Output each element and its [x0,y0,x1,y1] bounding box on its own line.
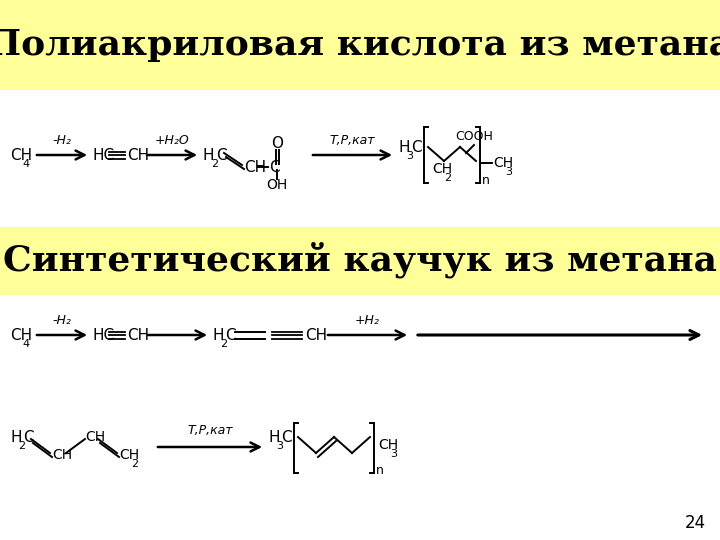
Text: C: C [23,429,34,444]
Text: 4: 4 [22,159,29,169]
Text: H: H [212,327,223,342]
Bar [0,0,720,90]
Text: Полиакриловая кислота из метана: Полиакриловая кислота из метана [0,28,720,62]
Text: 2: 2 [444,173,451,183]
Text: CH: CH [85,430,105,444]
Text: C: C [225,327,235,342]
Text: CH: CH [10,327,32,342]
Text: 2: 2 [211,159,218,169]
Text: 24: 24 [685,514,706,532]
Text: OH: OH [266,178,287,192]
Text: CH: CH [127,327,149,342]
Text: H: H [203,147,215,163]
Text: 2: 2 [220,339,227,349]
Text: -H₂: -H₂ [53,314,71,327]
Text: n: n [482,174,490,187]
Text: C: C [411,139,422,154]
Text: COOH: COOH [455,131,493,144]
Text: O: O [271,137,283,152]
Text: CH: CH [119,448,139,462]
Bar [0,227,720,295]
Text: n: n [376,464,384,477]
Text: -H₂: -H₂ [53,134,71,147]
Text: 3: 3 [505,167,512,177]
Text: CH: CH [305,327,327,342]
Text: CH: CH [244,159,266,174]
Text: 3: 3 [406,151,413,161]
Text: 2: 2 [18,441,25,451]
Text: +H₂: +H₂ [355,314,380,327]
Text: 3: 3 [276,441,283,451]
Text: HC: HC [93,147,115,163]
Text: H: H [268,429,279,444]
Text: C: C [269,159,279,174]
Text: CH: CH [493,156,513,170]
Text: CH: CH [127,147,149,163]
Text: CH: CH [10,147,32,163]
Text: 2: 2 [131,459,138,469]
Text: Синтетический каучук из метана: Синтетический каучук из метана [3,242,717,278]
Text: HC: HC [93,327,115,342]
Text: Т,Р,кат: Т,Р,кат [330,134,375,147]
Text: CH: CH [432,162,452,176]
Text: 4: 4 [22,339,29,349]
Text: C: C [281,429,292,444]
Text: C: C [216,147,227,163]
Text: CH: CH [52,448,72,462]
Text: Т,Р,кат: Т,Р,кат [187,424,233,437]
Text: H: H [10,429,22,444]
Text: CH: CH [378,438,398,452]
Text: 3: 3 [390,449,397,459]
Text: +H₂O: +H₂O [155,134,190,147]
Text: H: H [398,139,410,154]
